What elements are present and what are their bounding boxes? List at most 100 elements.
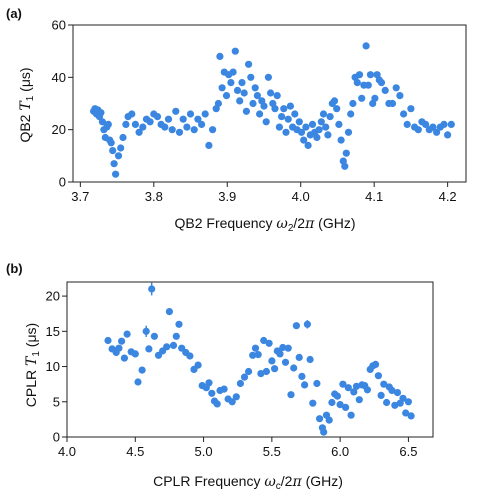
data-point [333,105,341,113]
data-point [433,128,441,136]
data-point [227,79,235,87]
data-point [128,110,136,118]
data-point [242,107,250,115]
data-point [337,136,345,144]
data-point [352,382,361,390]
data-point [146,118,154,126]
panel-b-plot-frame [66,281,434,438]
data-point [383,398,391,407]
data-point [355,71,364,79]
data-point [429,123,437,131]
data-point [161,123,169,131]
data-point [257,370,265,378]
data-point [186,110,195,118]
y-tick-label: 0 [59,175,66,190]
data-point [422,120,430,128]
data-point [138,366,146,374]
data-point [374,372,382,380]
data-point [145,345,153,353]
data-point [163,343,171,351]
data-point [304,141,312,149]
data-point [264,73,272,81]
data-point [107,139,115,147]
x-tick-label: 3.8 [145,189,163,204]
data-point [316,415,324,423]
y-tick-label: 10 [46,359,60,374]
y-tick-label: 40 [52,70,66,85]
data-point [381,86,389,94]
data-point [229,68,237,76]
x-tick-label: 6.0 [331,444,349,459]
data-point [104,336,112,345]
data-point [278,113,286,121]
panel-a-points [90,42,455,178]
data-point [404,398,412,406]
data-point [355,396,363,404]
data-point [208,389,216,397]
data-point [380,380,388,388]
panel-b: (b) 4.0 4.5 5.0 5.5 6.0 6.5 0 5 10 15 20 CPLR Fre… [6,261,434,492]
data-point [364,81,372,89]
data-point [336,401,344,409]
data-point [268,357,276,365]
data-point [135,128,143,136]
data-point [120,354,128,362]
data-point [440,120,448,128]
data-point [222,92,231,100]
data-point [371,94,379,102]
data-point [388,99,397,108]
data-point [303,320,311,328]
data-point [236,379,244,388]
data-point [324,131,332,139]
data-point [335,120,343,128]
data-point [298,372,306,380]
data-point [231,47,239,55]
data-point [295,353,303,361]
data-point [123,330,131,338]
data-point [349,99,357,108]
data-point [168,126,176,134]
x-tick-label: 3.9 [218,189,236,204]
data-point [366,71,375,79]
data-point [319,110,328,118]
data-point [190,126,198,134]
data-point [256,110,264,118]
data-point [344,384,352,392]
data-point [362,42,370,50]
y-tick-label: 0 [53,430,60,445]
data-point [301,381,309,389]
x-tick-label: 5.0 [195,444,213,459]
panel-a: (a) 3.7 3.8 3.9 4.0 4.1 4.2 0 20 40 60 QB2 Frequ… [6,6,467,234]
data-point [131,120,139,128]
data-point [328,398,336,407]
x-tick-label: 4.5 [126,444,144,459]
data-point [233,86,242,94]
data-point [118,337,126,345]
data-point [209,126,217,134]
data-point [447,120,455,128]
y-tick-label: 5 [53,394,60,409]
data-point [377,391,385,399]
data-point [347,110,355,118]
data-point [284,344,292,352]
data-point [240,373,249,381]
data-point [358,94,366,102]
data-point [251,84,259,92]
data-point [295,118,303,126]
data-point [214,99,222,108]
data-point [320,428,328,436]
data-point [175,320,183,328]
data-point [292,322,300,330]
data-point [402,409,410,417]
data-point [315,126,323,134]
data-point [205,379,213,387]
data-point [317,118,325,126]
data-point [330,97,339,105]
data-point [339,380,347,388]
data-point [276,350,284,358]
data-point [164,115,173,123]
data-point [396,92,404,100]
panel-b-x-axis-label: CPLR Frequency ωc/2π (GHz) [153,473,343,492]
data-point [350,388,358,396]
y-tick-label: 60 [52,18,66,33]
